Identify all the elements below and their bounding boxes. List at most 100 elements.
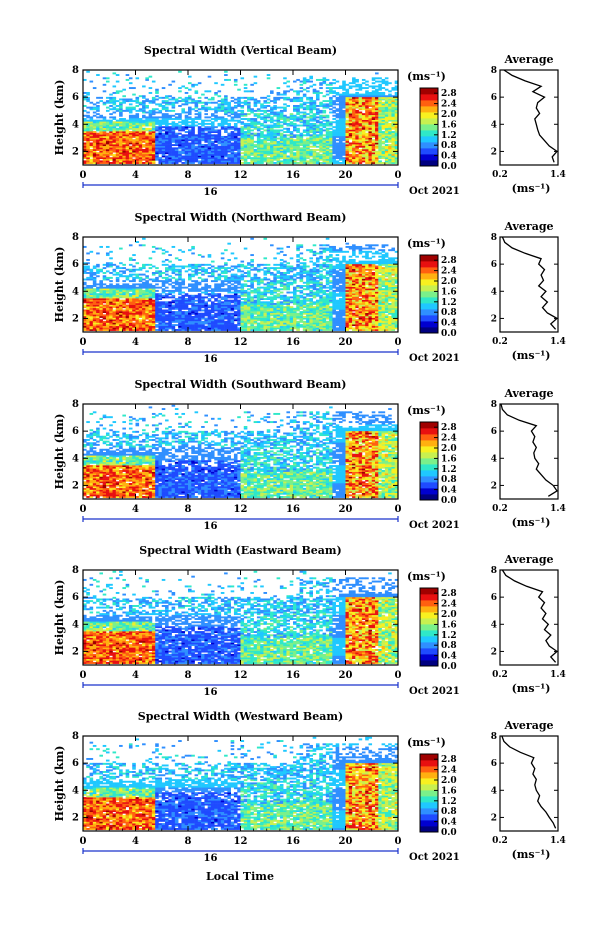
- heatmap-cell: [151, 160, 156, 163]
- heatmap-cell: [99, 116, 103, 119]
- heatmap-cell: [289, 144, 294, 147]
- heatmap-cell: [151, 250, 156, 253]
- heatmap-cell: [194, 299, 199, 302]
- heatmap-cell: [171, 96, 176, 99]
- heatmap-cell: [119, 153, 123, 156]
- heatmap-cell: [358, 129, 363, 132]
- heatmap-cell: [171, 121, 176, 124]
- heatmap-cell: [319, 103, 323, 106]
- heatmap-cell: [148, 113, 153, 116]
- heatmap-cell: [125, 296, 130, 299]
- heatmap-cell: [302, 158, 307, 161]
- heatmap-cell: [128, 288, 133, 291]
- heatmap-cell: [125, 142, 130, 145]
- heatmap-cell: [224, 121, 228, 124]
- heatmap-cell: [306, 108, 310, 111]
- heatmap-cell: [197, 293, 202, 296]
- heatmap-cell: [371, 101, 376, 104]
- heatmap-cell: [256, 157, 261, 160]
- heatmap-cell: [145, 275, 149, 278]
- heatmap-cell: [217, 90, 222, 93]
- heatmap-cell: [217, 312, 222, 315]
- heatmap-cell: [210, 291, 215, 294]
- heatmap-cell: [315, 129, 320, 132]
- heatmap-cell: [138, 140, 143, 143]
- heatmap-cell: [201, 273, 205, 276]
- heatmap-cell: [361, 131, 366, 133]
- heatmap-cell: [142, 85, 146, 88]
- heatmap-cell: [207, 127, 212, 130]
- heatmap-cell: [119, 306, 123, 309]
- heatmap-cell: [158, 306, 163, 309]
- heatmap-cell: [355, 162, 359, 164]
- heatmap-cell: [191, 132, 195, 135]
- heatmap-cell: [112, 329, 117, 331]
- heatmap-cell: [394, 137, 399, 140]
- heatmap-cell: [191, 294, 195, 297]
- heatmap-cell: [201, 131, 205, 133]
- heatmap-cell: [299, 158, 304, 161]
- heatmap-cell: [388, 111, 392, 114]
- heatmap-cell: [115, 135, 120, 138]
- heatmap-cell: [132, 121, 136, 124]
- heatmap-cell: [102, 276, 107, 279]
- heatmap-cell: [119, 289, 123, 292]
- heatmap-cell: [171, 135, 176, 138]
- heatmap-cell: [201, 147, 205, 150]
- heatmap-cell: [135, 96, 140, 99]
- heatmap-cell: [204, 148, 208, 151]
- heatmap-cell: [105, 311, 110, 314]
- heatmap-cell: [161, 140, 166, 143]
- heatmap-cell: [151, 302, 156, 305]
- heatmap-cell: [99, 325, 103, 328]
- heatmap-cell: [207, 75, 212, 78]
- heatmap-cell: [132, 108, 136, 111]
- heatmap-cell: [309, 119, 313, 122]
- heatmap-cell: [338, 158, 343, 161]
- heatmap-cell: [293, 118, 297, 120]
- heatmap-cell: [286, 137, 291, 140]
- heatmap-cell: [217, 307, 222, 310]
- heatmap-cell: [99, 306, 103, 309]
- heatmap-cell: [151, 119, 156, 122]
- heatmap-cell: [352, 119, 356, 122]
- heatmap-cell: [309, 75, 313, 78]
- heatmap-cell: [256, 101, 261, 104]
- heatmap-cell: [119, 302, 123, 305]
- heatmap-cell: [119, 108, 123, 111]
- heatmap-cell: [197, 298, 202, 300]
- heatmap-cell: [227, 124, 231, 127]
- heatmap-cell: [312, 162, 317, 164]
- heatmap-cell: [214, 126, 218, 129]
- heatmap-cell: [188, 111, 192, 114]
- heatmap-cell: [345, 103, 350, 106]
- heatmap-cell: [86, 96, 90, 99]
- heatmap-cell: [388, 144, 392, 147]
- heatmap-cell: [247, 122, 251, 125]
- heatmap-cell: [378, 135, 382, 138]
- heatmap-cell: [142, 309, 146, 312]
- heatmap-cell: [171, 296, 176, 299]
- heatmap-cell: [122, 291, 126, 294]
- heatmap-cell: [243, 118, 248, 120]
- y-tick-label: 4: [72, 119, 79, 130]
- heatmap-cell: [99, 280, 103, 283]
- heatmap-cell: [119, 312, 123, 315]
- heatmap-cell: [220, 108, 225, 111]
- heatmap-cell: [115, 129, 120, 132]
- heatmap-cell: [125, 278, 130, 281]
- heatmap-cell: [207, 142, 212, 145]
- heatmap-cell: [128, 319, 133, 322]
- heatmap-cell: [214, 306, 218, 309]
- heatmap-cell: [342, 152, 346, 155]
- heatmap-cell: [276, 145, 281, 148]
- heatmap-cell: [256, 148, 261, 151]
- heatmap-cell: [165, 150, 169, 153]
- heatmap-cell: [299, 124, 304, 127]
- heatmap-cell: [384, 126, 389, 129]
- heatmap-cell: [86, 122, 90, 125]
- heatmap-cell: [253, 160, 258, 163]
- heatmap-cell: [338, 105, 343, 107]
- heatmap-cell: [368, 127, 373, 130]
- heatmap-cell: [191, 317, 195, 320]
